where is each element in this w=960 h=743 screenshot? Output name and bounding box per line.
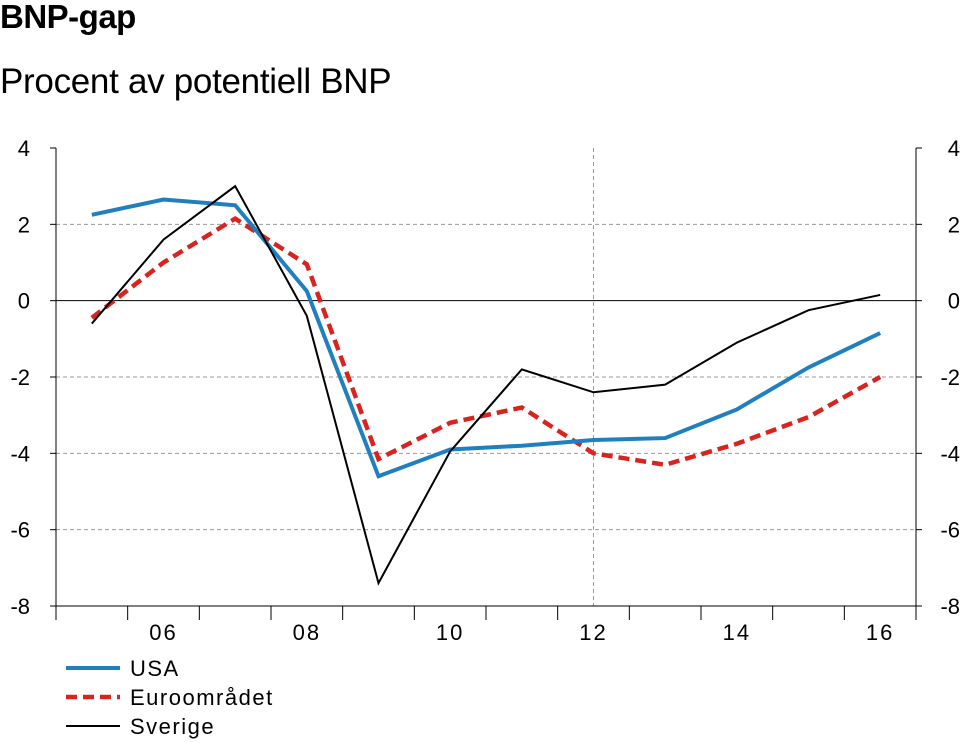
legend-label: Euroområdet (130, 685, 274, 710)
y-tick-label-left: 4 (18, 136, 30, 161)
y-tick-label-left: -4 (10, 441, 30, 466)
legend-label: Sverige (130, 714, 215, 739)
y-tick-label-right: 4 (948, 136, 960, 161)
series-line-sverige (91, 184, 881, 586)
x-tick-label: 10 (436, 620, 464, 645)
y-tick-label-left: -6 (10, 518, 30, 543)
y-tick-label-right: 0 (948, 289, 960, 314)
y-tick-label-right: -8 (940, 594, 960, 619)
x-tick-label: 14 (723, 620, 751, 645)
y-tick-label-left: -2 (10, 365, 30, 390)
chart-title: BNP-gap (0, 0, 136, 35)
y-tick-label-left: -8 (10, 594, 30, 619)
y-tick-label-right: 2 (948, 212, 960, 237)
y-tick-label-right: -4 (940, 441, 960, 466)
x-tick-label: 08 (293, 620, 321, 645)
chart-subtitle: Procent av potentiell BNP (0, 62, 392, 101)
x-tick-label: 16 (866, 620, 894, 645)
y-tick-label-right: -2 (940, 365, 960, 390)
series-line-usa (91, 197, 882, 479)
x-tick-label: 06 (149, 620, 177, 645)
y-tick-label-right: -6 (940, 518, 960, 543)
y-tick-label-left: 2 (18, 212, 30, 237)
y-tick-label-left: 0 (18, 289, 30, 314)
legend-label: USA (130, 656, 180, 681)
series-line-euroområdet (90, 215, 882, 468)
x-tick-label: 12 (579, 620, 607, 645)
